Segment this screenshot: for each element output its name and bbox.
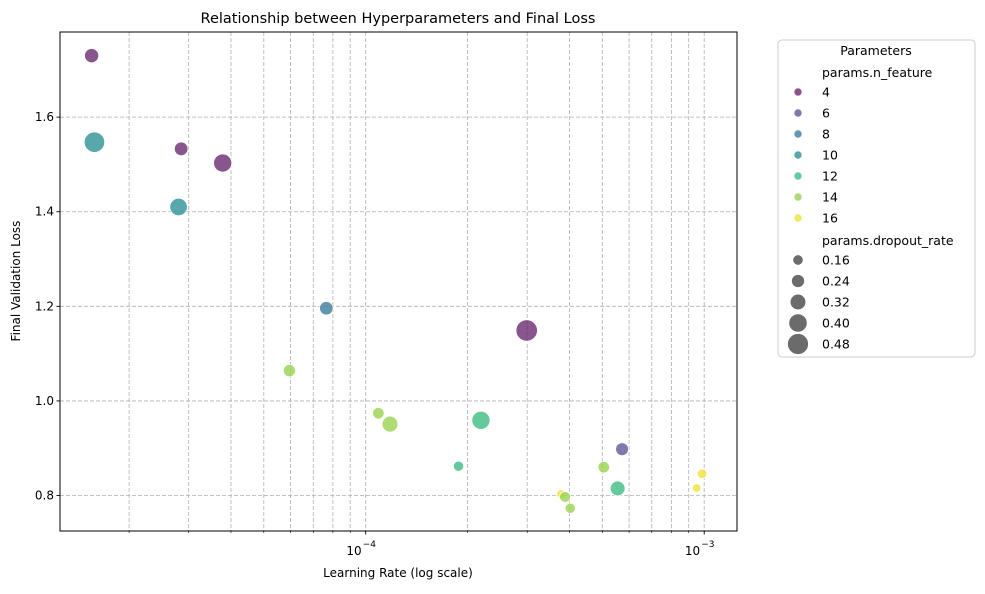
data-point — [173, 141, 189, 157]
x-tick-label-base: 10 — [346, 544, 361, 558]
y-tick-label: 1.2 — [35, 299, 54, 313]
x-axis-label: Learning Rate (log scale) — [323, 566, 473, 580]
legend-size-label: 0.40 — [822, 316, 850, 331]
legend-size-marker — [789, 293, 807, 311]
legend-hue-label: 4 — [822, 85, 830, 100]
data-point — [609, 480, 626, 497]
x-tick-label: 10 −3 — [685, 540, 715, 558]
data-point — [84, 48, 100, 64]
data-points — [83, 48, 708, 514]
legend-size-label: 0.24 — [822, 274, 850, 289]
legend-size-label: 0.16 — [822, 253, 850, 268]
x-tick-label-exponent: −3 — [701, 540, 714, 550]
legend-size-marker — [787, 333, 809, 355]
legend-size-marker — [788, 313, 808, 333]
legend: Parameters params.n_feature 4 6 8 10 12 14 16 par… — [777, 39, 976, 358]
y-axis-label: Final Validation Loss — [9, 221, 23, 342]
y-tick-label: 0.8 — [35, 489, 54, 503]
legend-hue-label: 8 — [822, 127, 830, 142]
data-point — [213, 153, 233, 173]
legend-size-label: 0.32 — [822, 295, 850, 310]
data-point — [471, 410, 491, 430]
legend-box — [777, 39, 976, 358]
y-tick-label: 1.6 — [35, 110, 54, 124]
data-point — [372, 407, 385, 420]
legend-hue-marker — [793, 87, 803, 97]
grid — [60, 32, 737, 531]
legend-hue-label: 12 — [822, 169, 838, 184]
data-point — [564, 502, 576, 514]
data-point — [597, 460, 610, 474]
legend-hue-marker — [793, 108, 803, 118]
data-point — [515, 319, 538, 342]
legend-hue-marker — [793, 150, 803, 160]
data-point — [83, 131, 106, 153]
legend-hue-marker — [793, 129, 803, 139]
data-point — [696, 468, 708, 479]
data-point — [319, 301, 334, 316]
legend-hue-title: params.n_feature — [822, 65, 933, 80]
legend-size-title: params.dropout_rate — [822, 233, 954, 248]
y-tick-label: 1.0 — [35, 394, 54, 408]
data-point — [691, 483, 702, 493]
chart-title: Relationship between Hyperparameters and… — [201, 11, 596, 27]
legend-hue-marker — [793, 192, 803, 202]
legend-hue-label: 10 — [822, 148, 838, 163]
x-tick-label: 10 −4 — [346, 540, 376, 558]
legend-hue-marker — [793, 171, 803, 181]
data-point — [282, 364, 296, 378]
legend-hue-marker — [793, 213, 803, 223]
data-point — [452, 460, 465, 472]
x-tick-label-base: 10 — [685, 544, 700, 558]
data-point — [381, 415, 399, 433]
data-point — [559, 491, 571, 503]
data-point — [615, 442, 629, 457]
legend-size-marker — [791, 274, 805, 288]
y-tick-label: 1.4 — [35, 205, 54, 219]
legend-hue-label: 6 — [822, 106, 830, 121]
x-tick-label-exponent: −4 — [363, 540, 377, 550]
legend-hue-label: 16 — [822, 211, 838, 226]
plot-frame — [59, 31, 738, 532]
legend-size-label: 0.48 — [822, 337, 850, 352]
axes: 0.81.01.21.41.610 −4 10 −3 — [35, 110, 715, 558]
legend-title: Parameters — [840, 43, 912, 58]
legend-hue-label: 14 — [822, 190, 838, 205]
data-point — [169, 197, 188, 217]
legend-size-marker — [792, 254, 804, 266]
